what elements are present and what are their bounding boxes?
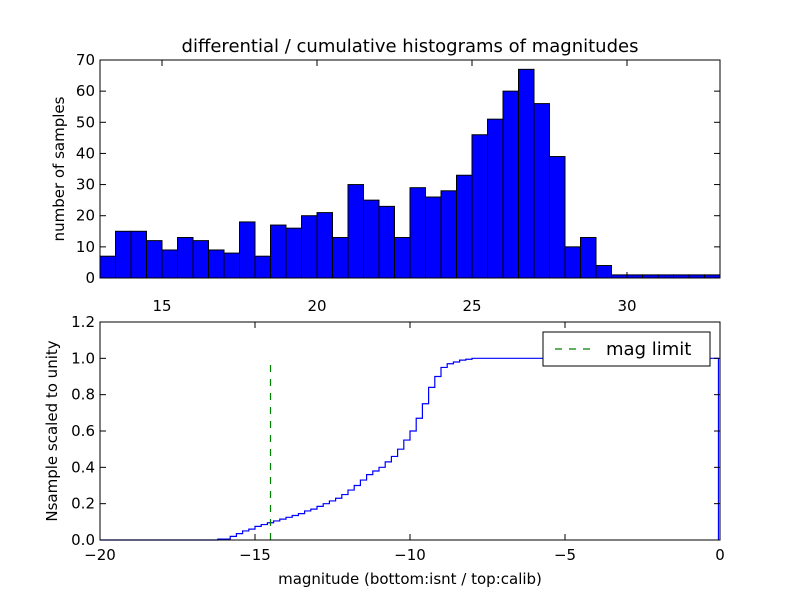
bottom-y-axis-label: Nsample scaled to unity [43, 340, 61, 521]
histogram-bar [580, 237, 597, 279]
bottom-y-tick-label: 0.8 [71, 386, 95, 404]
histogram-bar [456, 174, 473, 279]
histogram-bar [332, 237, 349, 279]
histogram-bar [161, 249, 178, 279]
top-y-tick-label: 40 [76, 144, 95, 162]
histogram-bar [99, 255, 116, 279]
histogram-bar [471, 134, 488, 279]
histogram-bar [254, 255, 271, 279]
histogram-bar [409, 187, 426, 279]
histogram-bar [533, 103, 550, 279]
histogram-bar [378, 205, 395, 279]
top-y-tick-label: 70 [76, 51, 95, 69]
top-y-tick-label: 20 [76, 207, 95, 225]
bottom-y-tick-label: 0.4 [71, 458, 95, 476]
histogram-bar [177, 237, 194, 279]
histogram-bar [130, 230, 147, 279]
bottom-y-tick-label: 1.0 [71, 349, 95, 367]
histogram-bar [425, 196, 442, 279]
top-y-axis-label: number of samples [50, 96, 68, 241]
top-y-tick-label: 60 [76, 82, 95, 100]
chart-title: differential / cumulative histograms of … [182, 36, 639, 57]
bottom-x-tick-label: −20 [84, 546, 116, 564]
bottom-plot-frame [99, 321, 721, 541]
differential-histogram-panel: differential / cumulative histograms of … [50, 36, 721, 315]
top-x-tick-label: 20 [307, 297, 326, 315]
cumulative-step-line [100, 357, 720, 541]
histogram-bars [99, 68, 721, 279]
legend: mag limit [542, 331, 711, 367]
histogram-bar [363, 199, 380, 279]
top-axis-ticks: 15 20 25 30 0 10 20 30 40 50 60 70 [76, 51, 720, 315]
top-y-tick-label: 10 [76, 238, 95, 256]
top-plot-frame [99, 59, 721, 279]
top-x-tick-label: 30 [617, 297, 636, 315]
top-y-tick-label: 30 [76, 176, 95, 194]
bottom-x-tick-label: 0 [715, 546, 725, 564]
histogram-bar [518, 68, 535, 279]
histogram-bar [285, 227, 302, 279]
bottom-x-tick-label: −5 [554, 546, 576, 564]
histogram-bar [549, 156, 566, 279]
histogram-bar [239, 221, 256, 279]
histogram-bar [192, 240, 209, 279]
bottom-x-tick-label: −10 [394, 546, 426, 564]
cumulative-histogram-panel: −20 −15 −10 −5 0 0.0 0.2 0.4 0.6 0.8 1.0 1.2 Nsampl… [43, 313, 725, 588]
histogram-bar [595, 265, 612, 279]
histogram-bar [146, 240, 163, 279]
histogram-bar [487, 118, 504, 279]
top-y-tick-label: 0 [85, 269, 95, 287]
histogram-bar [502, 90, 519, 279]
bottom-x-axis-label: magnitude (bottom:isnt / top:calib) [278, 570, 542, 588]
top-x-tick-label: 25 [462, 297, 481, 315]
histogram-bar [301, 215, 318, 279]
bottom-y-tick-label: 0.2 [71, 495, 95, 513]
legend-label-mag-limit: mag limit [606, 339, 691, 360]
bottom-y-tick-label: 0.6 [71, 422, 95, 440]
histogram-bar [270, 224, 287, 279]
top-y-tick-label: 50 [76, 113, 95, 131]
histogram-bar [115, 230, 132, 279]
histogram-bar [316, 212, 333, 279]
histogram-bar [208, 249, 225, 279]
histogram-bar [440, 190, 457, 279]
bottom-y-tick-label: 0.0 [71, 531, 95, 549]
histogram-bar [394, 237, 411, 279]
histogram-bar [347, 184, 364, 279]
top-x-tick-label: 15 [152, 297, 171, 315]
bottom-x-tick-label: −15 [239, 546, 271, 564]
cumulative-lines [100, 357, 720, 541]
histogram-bar [223, 252, 240, 279]
bottom-y-tick-label: 1.2 [71, 313, 95, 331]
histogram-bar [564, 246, 581, 279]
